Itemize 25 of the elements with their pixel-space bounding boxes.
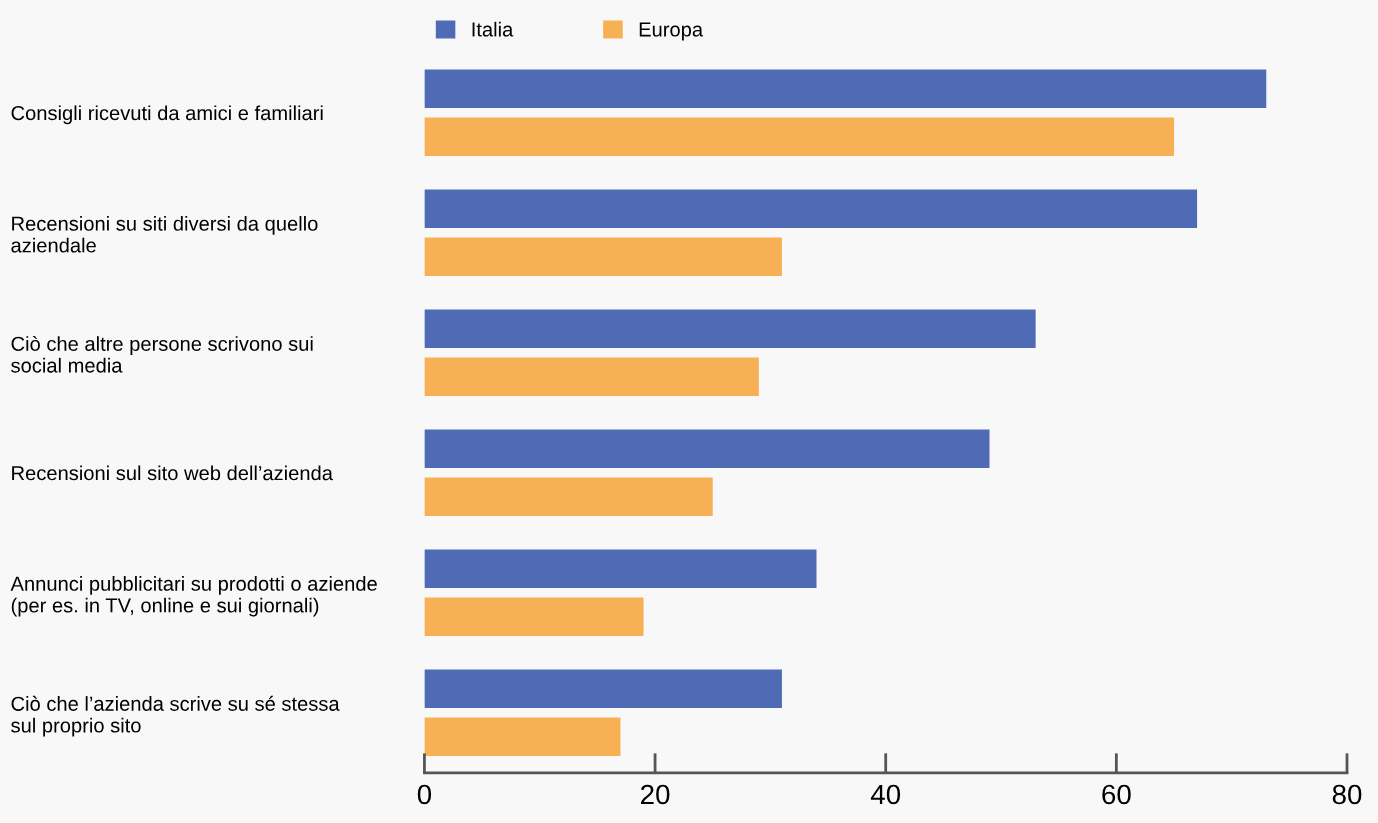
- y-tick-label: Ciò che altre persone scrivono sui social media: [11, 335, 313, 373]
- y-tick-label: Consigli ricevuti da amici e familiari: [11, 105, 323, 125]
- bar: [424, 69, 1267, 108]
- y-tick-label: Recensioni su siti diversi da quello aziendale: [11, 216, 318, 253]
- bar: [424, 477, 713, 516]
- x-tick-label: 40: [870, 784, 901, 805]
- bar: [424, 309, 1036, 348]
- bar: [424, 717, 621, 756]
- bar: [424, 429, 990, 468]
- legend-label: Europa: [639, 22, 704, 41]
- x-tick-label: 80: [1332, 784, 1362, 805]
- bar: [424, 237, 782, 276]
- bar: [424, 357, 759, 396]
- y-tick-label: Recensioni sul sito web dell’azienda: [12, 465, 333, 481]
- legend-label: Italia: [472, 21, 514, 37]
- y-tick-label: Annunci pubblicitari su prodotti o aziende (per es. in TV, online e sui giornali): [10, 576, 377, 617]
- y-tick-label: Ciò che l’azienda scrive su sé stessa sul proprio sito: [11, 695, 340, 737]
- x-tick-label: 0: [417, 784, 432, 805]
- x-tick-label: 20: [641, 784, 670, 805]
- bar: [424, 669, 782, 708]
- bar: [424, 189, 1198, 228]
- bar: [424, 549, 817, 588]
- x-tick-label: 60: [1102, 784, 1131, 805]
- bar: [424, 597, 644, 636]
- bar: [424, 117, 1175, 156]
